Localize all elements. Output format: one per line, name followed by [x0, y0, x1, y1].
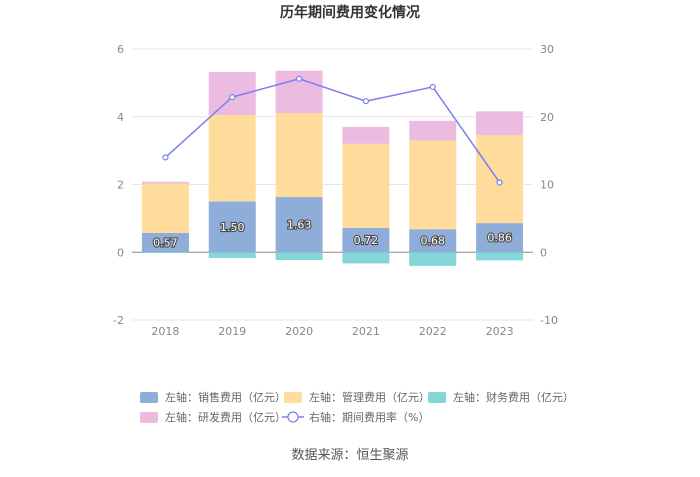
bar-segment [342, 126, 390, 144]
legend-swatch [428, 392, 446, 403]
data-label: 0.86 [487, 232, 512, 245]
x-tick-label: 2023 [486, 325, 514, 338]
line-point [429, 83, 436, 91]
legend-line-marker [287, 411, 299, 423]
data-label: 1.63 [287, 219, 312, 232]
x-tick-label: 2021 [352, 325, 380, 338]
bar-segment-negative [409, 252, 457, 266]
bar-segment-negative [208, 252, 256, 259]
bar-segment-negative [275, 252, 323, 261]
bar-segment [208, 72, 256, 116]
line-point [295, 75, 303, 82]
x-tick-label: 2022 [419, 325, 447, 338]
y-right-tick-label: -10 [540, 314, 558, 327]
legend-label: 左轴：财务费用（亿元） [453, 390, 574, 404]
bar-segment [141, 183, 189, 233]
data-source: 数据来源：恒生聚源 [291, 448, 409, 463]
line-point [229, 94, 236, 101]
y-left-tick-label: 4 [117, 111, 124, 124]
bar-segment [342, 227, 390, 253]
bar-segment [476, 111, 524, 136]
y-left-tick-label: 6 [117, 43, 124, 56]
bar-segment-negative [342, 252, 390, 264]
legend-swatch [140, 392, 158, 403]
legend-swatch [140, 412, 158, 423]
x-tick-label: 2018 [151, 325, 179, 338]
legend-swatch [284, 392, 302, 403]
bar-segment [409, 140, 457, 230]
bar-segment [275, 197, 323, 253]
y-right-tick-label: 20 [540, 111, 554, 124]
y-left-tick-label: 0 [117, 246, 124, 259]
bar-segment [275, 113, 323, 198]
bar-segment [409, 120, 457, 141]
legend-label: 右轴：期间费用率（%） [309, 410, 429, 424]
y-right-tick-label: 30 [540, 43, 554, 56]
y-left-tick-label: 2 [117, 179, 124, 192]
y-left-tick-label: -2 [113, 314, 124, 327]
y-right-tick-label: 0 [540, 246, 547, 259]
bar-segment-negative [476, 252, 524, 261]
line-series-path [164, 78, 501, 183]
x-tick-label: 2019 [218, 325, 246, 338]
chart-title: 历年期间费用变化情况 [280, 4, 420, 21]
line-point [496, 179, 503, 186]
line-point [162, 154, 169, 161]
data-label: 1.50 [220, 221, 245, 234]
bar-segment [208, 115, 256, 202]
bar-segment [409, 229, 457, 253]
bar-segment [342, 143, 390, 228]
bar-segment [208, 201, 256, 253]
x-tick-label: 2020 [285, 325, 313, 338]
bar-segment [476, 135, 524, 224]
data-label: 0.68 [421, 235, 446, 248]
legend-label: 左轴：管理费用（亿元） [309, 390, 430, 404]
bar-segment [141, 232, 189, 253]
bar-segment [476, 223, 524, 253]
data-label: 0.72 [354, 234, 379, 247]
legend-label: 左轴：研发费用（亿元） [165, 410, 286, 424]
line-point [362, 98, 370, 105]
y-right-tick-label: 10 [540, 179, 554, 192]
bar-segment [141, 181, 189, 184]
bar-segment-negative [141, 252, 189, 253]
data-label: 0.57 [153, 237, 178, 250]
legend-label: 左轴：销售费用（亿元） [165, 390, 286, 404]
